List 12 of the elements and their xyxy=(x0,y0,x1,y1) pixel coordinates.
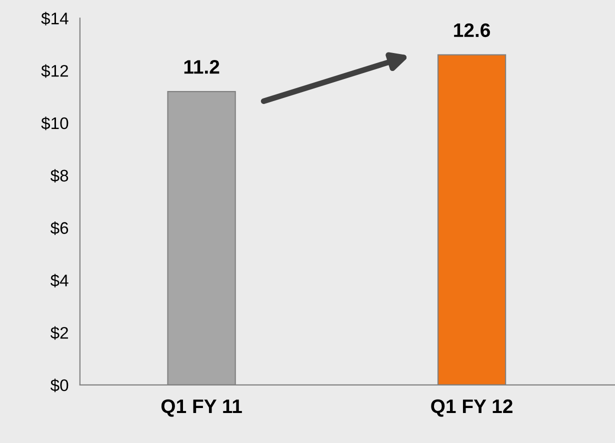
data-label: 11.2 xyxy=(184,60,220,74)
y-tick-label: $14 xyxy=(41,12,68,26)
data-label: 12.6 xyxy=(454,23,490,38)
y-tick-label: $4 xyxy=(50,274,68,288)
y-tick-label: $0 xyxy=(50,378,68,392)
x-tick-label: Q1 FY 12 xyxy=(431,399,512,417)
y-tick-label: $12 xyxy=(41,64,68,78)
y-tick-label: $6 xyxy=(50,221,68,235)
y-tick-label: $10 xyxy=(41,116,68,130)
x-tick-label: Q1 FY 11 xyxy=(161,399,242,417)
y-tick-label: $2 xyxy=(50,326,68,340)
y-tick-label: $8 xyxy=(50,169,68,183)
